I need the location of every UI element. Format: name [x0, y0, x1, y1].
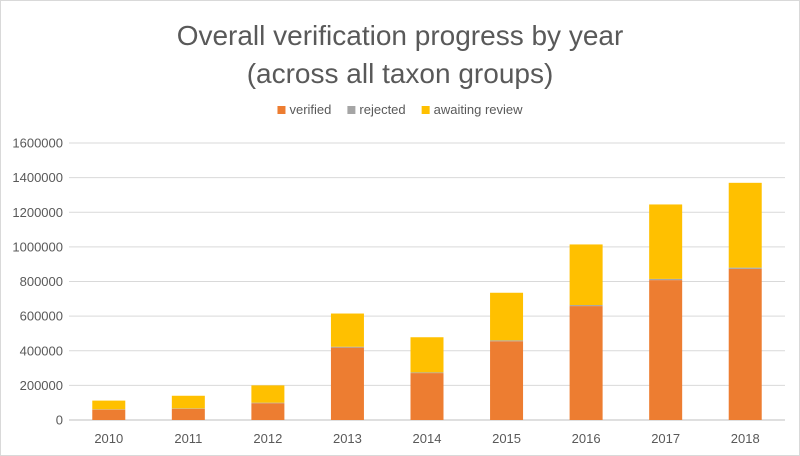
legend-label: rejected — [359, 102, 405, 117]
chart-legend: verified rejected awaiting review — [277, 102, 523, 117]
bar-segment-verified — [569, 306, 603, 420]
x-tick-label: 2012 — [253, 431, 282, 446]
y-tick-label: 800000 — [20, 274, 63, 289]
bar-segment-rejected — [330, 346, 364, 348]
legend-item: rejected — [347, 102, 406, 117]
y-tick-label: 1400000 — [12, 170, 63, 185]
bar-segment-awaiting-review — [490, 292, 524, 341]
bar-segment-verified — [728, 268, 762, 420]
bar-segment-awaiting-review — [649, 204, 683, 279]
bar-segment-verified — [490, 341, 524, 420]
bar-segment-awaiting-review — [410, 337, 444, 373]
bar-segment-awaiting-review — [251, 385, 285, 403]
x-tick-label: 2013 — [333, 431, 362, 446]
x-tick-label: 2015 — [492, 431, 521, 446]
bar-segment-verified — [410, 373, 444, 420]
bar-segment-rejected — [569, 305, 603, 307]
bar-segment-awaiting-review — [92, 400, 126, 410]
bar-segment-verified — [251, 403, 285, 420]
y-tick-label: 1200000 — [12, 205, 63, 220]
legend-label: verified — [289, 102, 331, 117]
y-axis-tick-labels: 0 200000 400000 600000 800000 1000000 1200000 1… — [12, 136, 63, 428]
bar-segment-rejected — [490, 340, 524, 342]
legend-item: verified — [277, 102, 331, 117]
bar-segment-awaiting-review — [171, 395, 205, 409]
legend-item: awaiting review — [421, 102, 523, 117]
bar-segment-awaiting-review — [728, 182, 762, 268]
legend-label: awaiting review — [434, 102, 523, 117]
legend-swatch — [277, 106, 286, 114]
bar-segment-verified — [92, 409, 126, 420]
y-tick-label: 1600000 — [12, 136, 63, 151]
y-tick-label: 0 — [56, 413, 63, 428]
x-tick-label: 2014 — [413, 431, 442, 446]
x-tick-label: 2017 — [651, 431, 680, 446]
bar-segment-rejected — [649, 278, 683, 281]
chart-title-line-1: Overall verification progress by year — [177, 20, 624, 51]
bar-segment-awaiting-review — [330, 313, 364, 347]
bar-segment-verified — [649, 280, 683, 420]
bar-segment-rejected — [251, 402, 285, 404]
legend-swatch — [421, 106, 430, 114]
bars — [92, 182, 762, 420]
x-tick-label: 2016 — [572, 431, 601, 446]
y-tick-label: 600000 — [20, 309, 63, 324]
bar-segment-verified — [171, 408, 205, 420]
bar-segment-awaiting-review — [569, 244, 603, 306]
y-tick-label: 1000000 — [12, 239, 63, 254]
x-tick-label: 2010 — [94, 431, 123, 446]
bar-segment-verified — [330, 347, 364, 420]
bar-segment-rejected — [410, 372, 444, 374]
bar-segment-rejected — [728, 267, 762, 269]
y-tick-label: 200000 — [20, 378, 63, 393]
legend-swatch — [347, 106, 356, 114]
chart-title: Overall verification progress by year (a… — [177, 20, 624, 89]
x-axis-tick-labels: 2010 2011 2012 2013 2014 2015 2016 2017 2018 — [94, 431, 759, 446]
chart-title-line-2: (across all taxon groups) — [247, 58, 554, 89]
y-tick-label: 400000 — [20, 343, 63, 358]
x-tick-label: 2011 — [174, 431, 202, 446]
x-tick-label: 2018 — [731, 431, 760, 446]
